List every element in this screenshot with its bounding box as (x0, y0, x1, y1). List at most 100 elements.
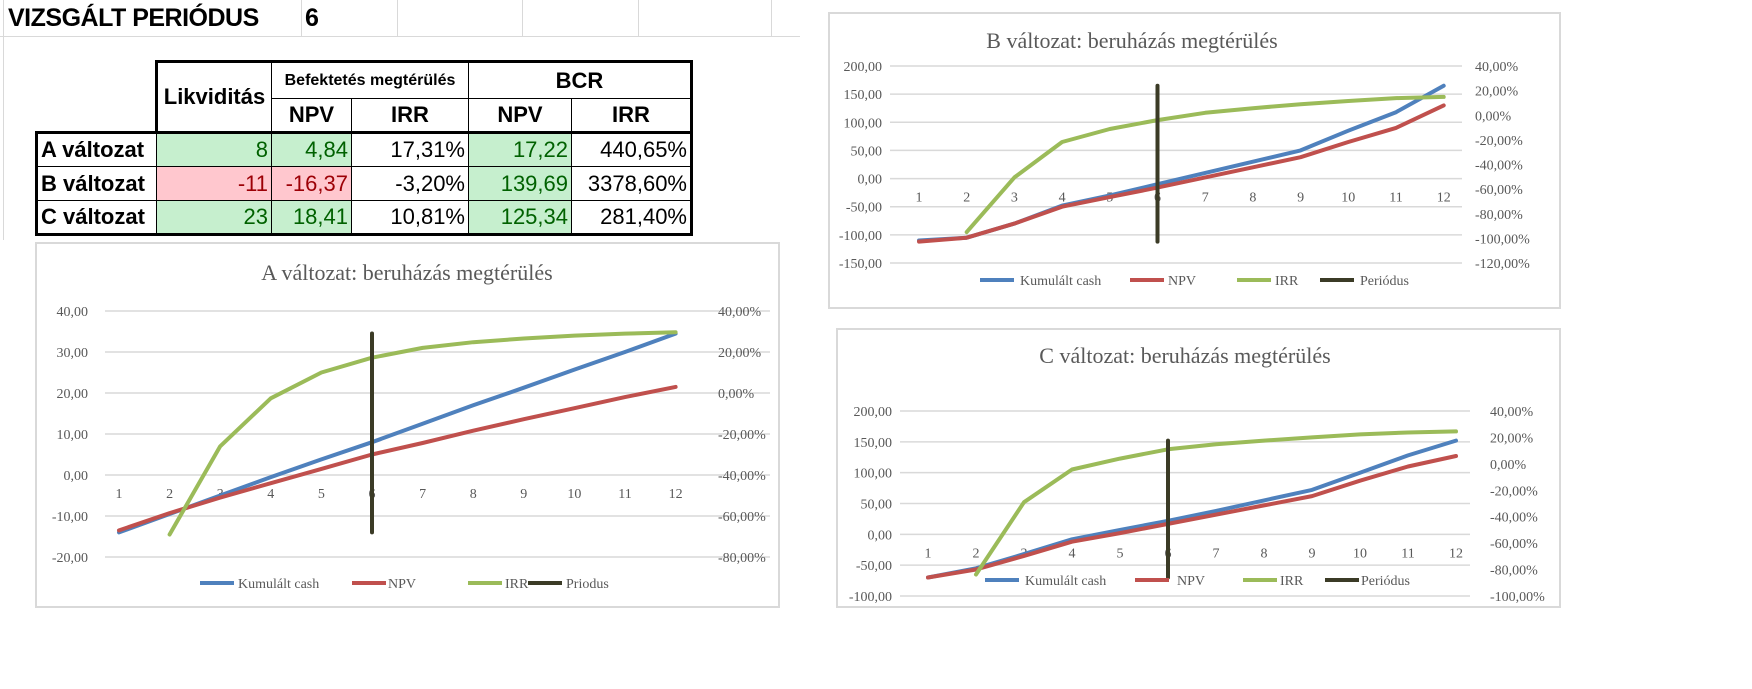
x-axis-tick-label: 2 (973, 546, 980, 561)
legend-label: NPV (1168, 274, 1196, 289)
sheet-gridline (522, 0, 523, 36)
x-axis-tick-label: 10 (1341, 191, 1355, 206)
right-axis-tick-label: 40,00% (1475, 60, 1519, 75)
x-axis-tick-label: 11 (1401, 546, 1414, 561)
left-axis-tick-label: 150,00 (854, 436, 893, 451)
right-axis-tick-label: 40,00% (1490, 405, 1534, 420)
left-axis-tick-label: -10,00 (52, 510, 88, 525)
row-label[interactable]: A változat (35, 131, 157, 167)
sheet-gridline (301, 0, 302, 36)
x-axis-tick-label: 11 (618, 487, 631, 502)
x-axis-tick-label: 7 (1202, 191, 1209, 206)
right-axis-tick-label: 0,00% (718, 387, 755, 402)
right-axis-tick-label: -100,00% (1490, 590, 1545, 605)
cell-npv[interactable]: 18,41 (271, 200, 352, 236)
x-axis-tick-label: 8 (1249, 191, 1256, 206)
legend-label: IRR (1275, 274, 1299, 289)
right-axis-tick-label: -80,00% (718, 551, 766, 566)
header-bcr-npv[interactable]: NPV (468, 98, 572, 133)
left-axis-tick-label: 40,00 (57, 305, 89, 320)
right-axis-tick-label: -20,00% (1490, 484, 1538, 499)
left-axis-tick-label: 10,00 (57, 428, 89, 443)
cell-npv[interactable]: -16,37 (271, 166, 352, 201)
x-axis-tick-label: 7 (419, 487, 426, 502)
x-axis-tick-label: 4 (1059, 191, 1066, 206)
right-axis-tick-label: -40,00% (1475, 159, 1523, 174)
left-axis-tick-label: 20,00 (57, 387, 89, 402)
right-axis-tick-label: 20,00% (1475, 85, 1519, 100)
right-axis-tick-label: 0,00% (1475, 109, 1512, 124)
x-axis-tick-label: 5 (318, 487, 325, 502)
legend-label: Priodus (566, 577, 609, 592)
right-axis-tick-label: -60,00% (1475, 183, 1523, 198)
left-axis-tick-label: 0,00 (868, 528, 893, 543)
left-axis-tick-label: -20,00 (52, 551, 88, 566)
row-label[interactable]: C változat (35, 200, 157, 236)
left-axis-tick-label: -50,00 (846, 201, 882, 216)
series-line-kumulált-cash (917, 83, 1446, 243)
sheet-gridline (771, 0, 772, 36)
legend-label: Kumulált cash (238, 577, 319, 592)
x-axis-tick-label: 9 (1297, 191, 1304, 206)
header-befektetes[interactable]: Befektetés megtérülés (271, 60, 469, 99)
left-axis-tick-label: 200,00 (844, 60, 883, 75)
cell-bcr-irr[interactable]: 440,65% (571, 131, 693, 167)
right-axis-tick-label: -120,00% (1475, 257, 1530, 272)
cell-bcr-irr[interactable]: 3378,60% (571, 166, 693, 201)
right-axis-tick-label: -80,00% (1490, 564, 1538, 579)
chart-c-box[interactable] (836, 328, 1561, 608)
left-axis-tick-label: 150,00 (844, 88, 883, 103)
table-row: C változat 23 18,41 10,81% 125,34 281,40… (35, 200, 693, 236)
legend-label: IRR (1280, 574, 1304, 589)
right-axis-tick-label: -80,00% (1475, 208, 1523, 223)
chart-title: B változat: beruházás megtérülés (986, 28, 1277, 53)
x-axis-tick-label: 8 (470, 487, 477, 502)
left-axis-tick-label: -50,00 (856, 559, 892, 574)
series-line-irr (964, 94, 1446, 235)
cell-npv[interactable]: 4,84 (271, 131, 352, 167)
header-npv[interactable]: NPV (271, 98, 352, 133)
cell-bcr-npv[interactable]: 125,34 (468, 200, 572, 236)
left-axis-tick-label: -100,00 (849, 590, 892, 605)
sheet-gridline (638, 0, 639, 36)
left-axis-tick-label: 200,00 (854, 405, 893, 420)
chart-b-box[interactable] (828, 12, 1561, 309)
x-axis-tick-label: 1 (116, 487, 123, 502)
x-axis-tick-label: 10 (567, 487, 581, 502)
x-axis-tick-label: 2 (166, 487, 173, 502)
right-axis-tick-label: -20,00% (718, 428, 766, 443)
right-axis-tick-label: -40,00% (718, 469, 766, 484)
right-axis-tick-label: 0,00% (1490, 458, 1527, 473)
left-axis-tick-label: 50,00 (861, 498, 893, 513)
left-axis-tick-label: -150,00 (839, 257, 882, 272)
cell-irr[interactable]: -3,20% (351, 166, 469, 201)
legend-label: Periódus (1360, 274, 1409, 289)
legend-label: IRR (505, 577, 529, 592)
chart-title: C változat: beruházás megtérülés (1039, 343, 1330, 368)
cell-bcr-irr[interactable]: 281,40% (571, 200, 693, 236)
left-axis-tick-label: 100,00 (844, 116, 883, 131)
x-axis-tick-label: 3 (1011, 191, 1018, 206)
x-axis-tick-label: 9 (520, 487, 527, 502)
series-line-npv (917, 103, 1446, 244)
examined-period-value[interactable]: 6 (305, 4, 319, 32)
x-axis-tick-label: 5 (1117, 546, 1124, 561)
table-row: B változat -11 -16,37 -3,20% 139,69 3378… (35, 166, 693, 201)
series-line-kumulált-cash (926, 438, 1458, 580)
right-axis-tick-label: -40,00% (1490, 511, 1538, 526)
left-axis-tick-label: 50,00 (851, 144, 883, 159)
chart-a-box[interactable] (35, 242, 780, 608)
legend-label: NPV (1177, 574, 1205, 589)
header-likviditas[interactable]: Likviditás (155, 60, 272, 133)
right-axis-tick-label: -20,00% (1475, 134, 1523, 149)
x-axis-tick-label: 8 (1261, 546, 1268, 561)
legend-label: NPV (388, 577, 416, 592)
x-axis-tick-label: 12 (1449, 546, 1463, 561)
sheet-gridline (397, 0, 398, 36)
cell-likviditas[interactable]: 23 (156, 200, 272, 236)
header-irr[interactable]: IRR (351, 98, 469, 133)
header-bcr[interactable]: BCR (468, 60, 693, 99)
left-axis-tick-label: 0,00 (858, 173, 883, 188)
sheet-left-edge (3, 0, 4, 240)
cell-irr[interactable]: 10,81% (351, 200, 469, 236)
